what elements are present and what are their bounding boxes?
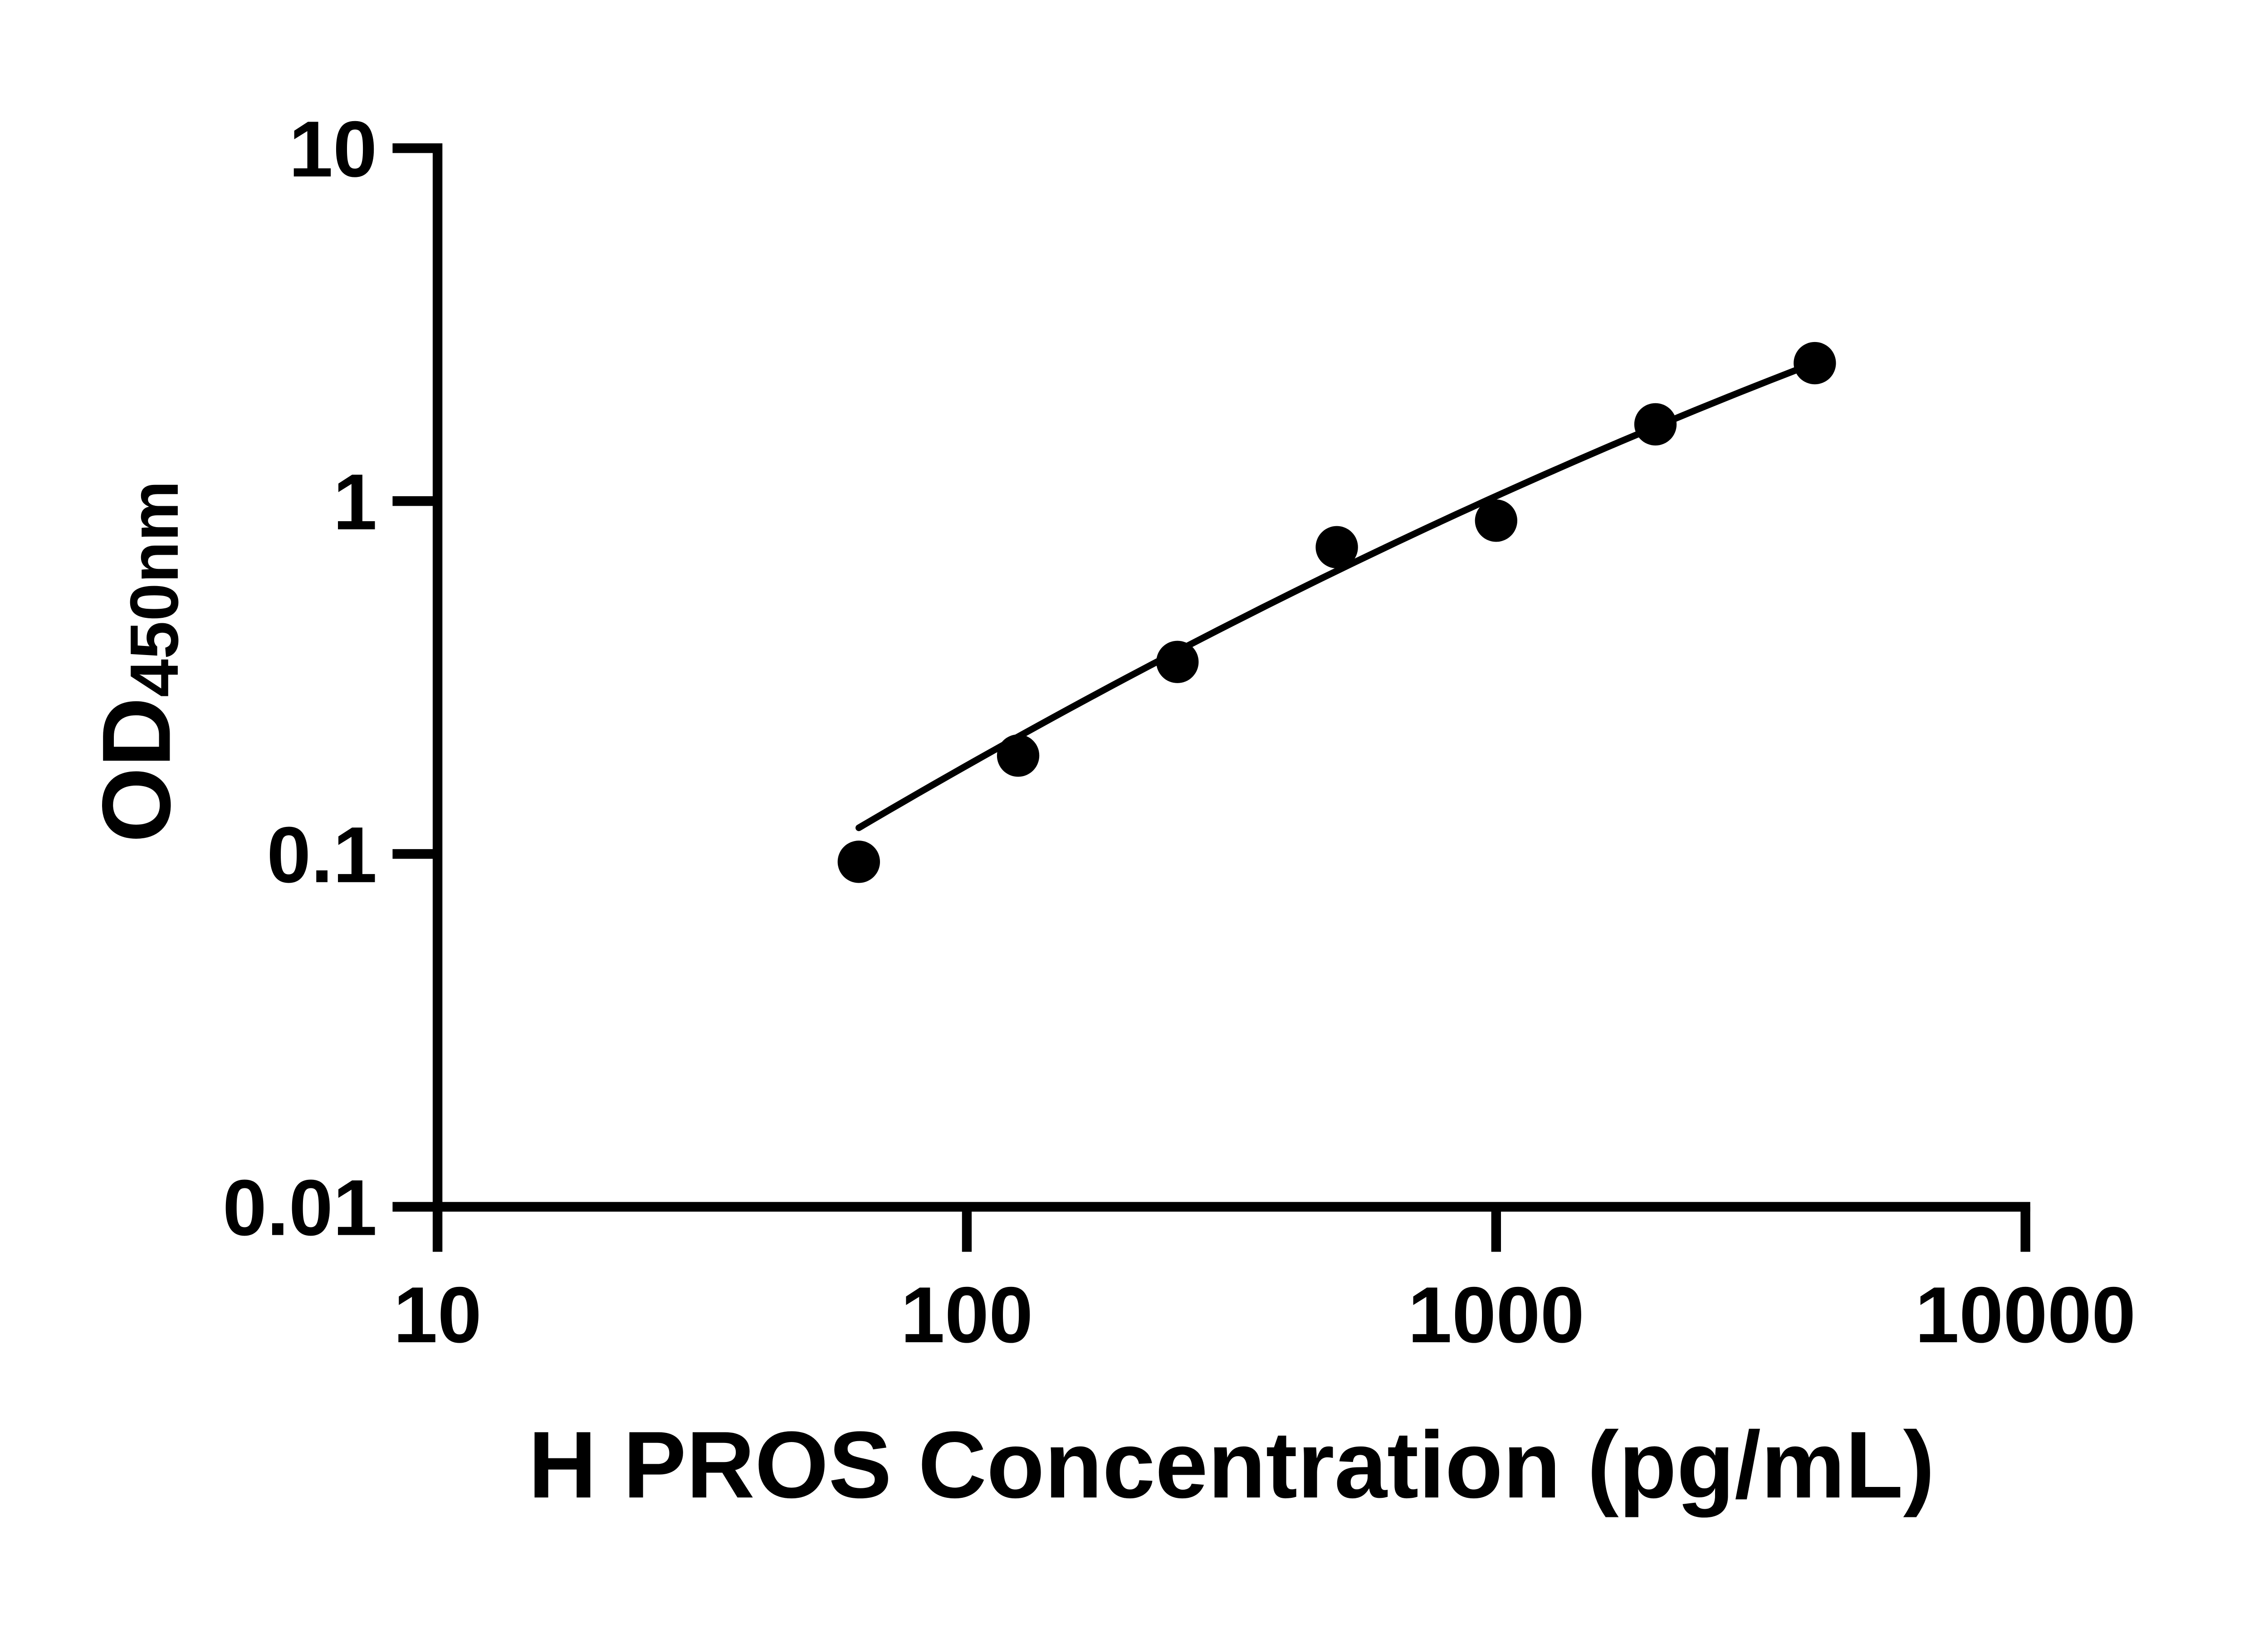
x-axis-title: H PROS Concentration (pg/mL) <box>528 1412 1935 1518</box>
y-axis-title-main: OD <box>82 697 191 843</box>
chart-canvas: 10 1 0.1 0.01 10 100 1000 10000 H PROS Concent… <box>82 105 2136 1518</box>
data-series <box>837 342 1836 883</box>
data-point <box>1634 403 1677 446</box>
y-axis-ticks <box>392 143 438 1212</box>
x-axis-tick-label: 10 <box>393 1271 482 1359</box>
y-axis-title-subscript: 450nm <box>116 480 192 697</box>
x-axis-tick-label: 100 <box>900 1271 1033 1359</box>
y-axis-tick-label: 0.1 <box>267 811 377 900</box>
x-axis-tick-labels: 10 100 1000 10000 <box>393 1271 2136 1359</box>
x-axis-tick-label: 10000 <box>1915 1271 2136 1359</box>
x-axis-tick-label: 1000 <box>1408 1271 1584 1359</box>
y-axis-title: OD450nm <box>82 480 192 842</box>
y-axis-tick-label: 1 <box>333 458 377 547</box>
data-point <box>1315 526 1358 569</box>
y-axis-tick-labels: 10 1 0.1 0.01 <box>223 105 377 1252</box>
x-axis-ticks <box>432 1207 2030 1252</box>
data-point <box>1794 342 1836 385</box>
data-point <box>837 841 880 883</box>
data-point <box>997 734 1040 777</box>
y-axis-tick-label: 10 <box>289 105 377 194</box>
data-point <box>1475 499 1518 542</box>
elisa-standard-curve-figure: 10 1 0.1 0.01 10 100 1000 10000 H PROS Concent… <box>82 105 2136 1518</box>
data-point <box>1156 640 1199 683</box>
y-axis-tick-label: 0.01 <box>223 1164 377 1252</box>
